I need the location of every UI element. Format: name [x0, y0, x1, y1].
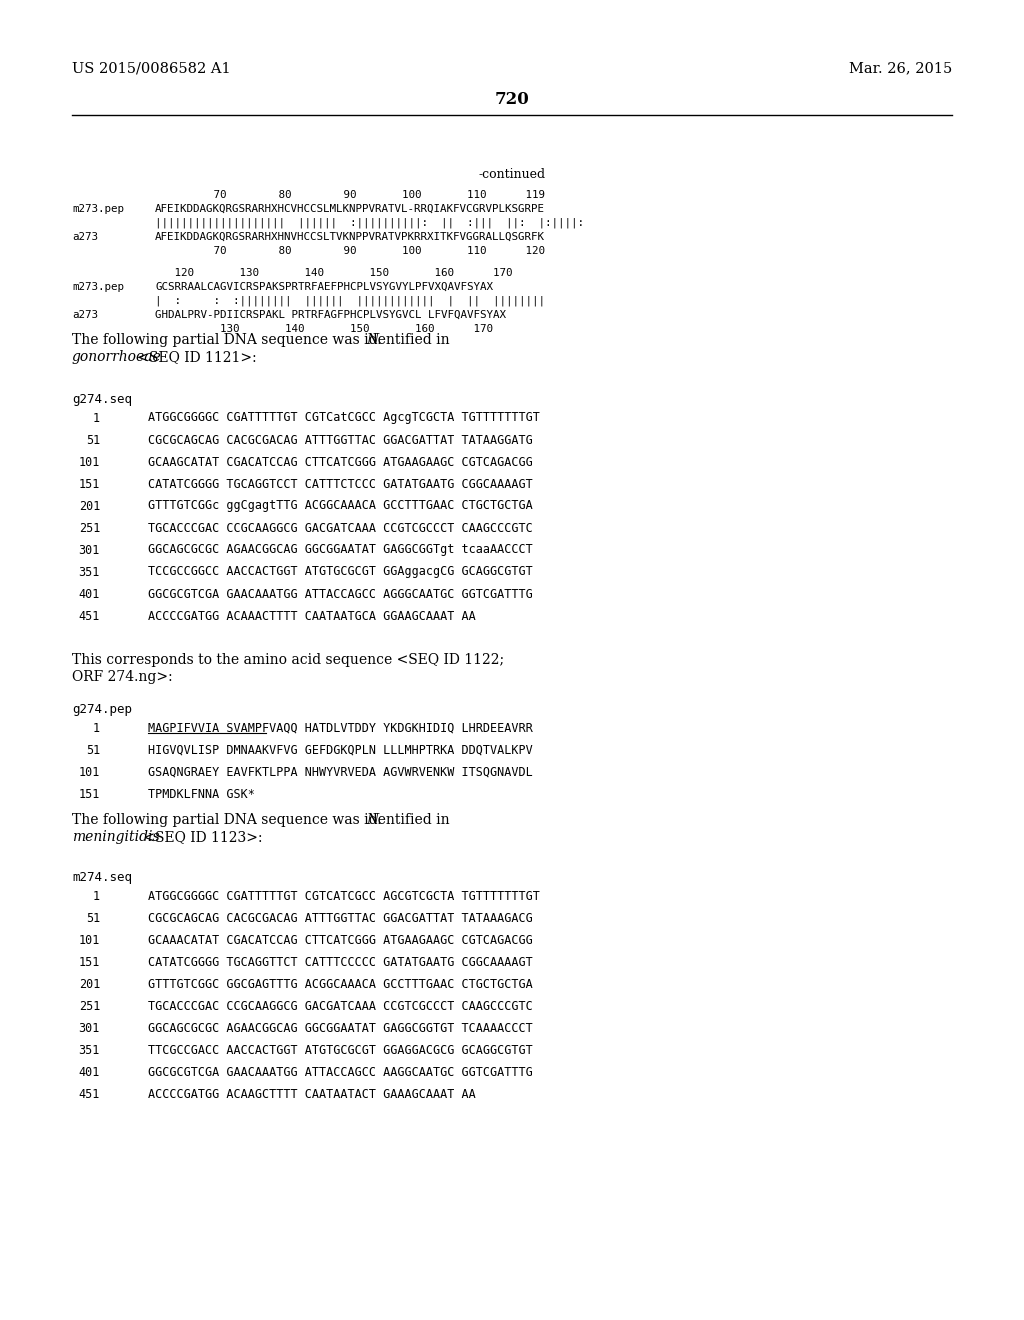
Text: TGCACCCGAC CCGCAAGGCG GACGATCAAA CCGTCGCCCT CAAGCCCGTC: TGCACCCGAC CCGCAAGGCG GACGATCAAA CCGTCGC… [148, 521, 532, 535]
Text: N.: N. [367, 813, 382, 828]
Text: US 2015/0086582 A1: US 2015/0086582 A1 [72, 61, 230, 75]
Text: 201: 201 [79, 499, 100, 512]
Text: g274.pep: g274.pep [72, 704, 132, 717]
Text: GSAQNGRAEY EAVFKTLPPA NHWYVRVEDA AGVWRVENKW ITSQGNAVDL: GSAQNGRAEY EAVFKTLPPA NHWYVRVEDA AGVWRVE… [148, 766, 532, 779]
Text: CATATCGGGG TGCAGGTCCT CATTTCTCCC GATATGAATG CGGCAAAAGT: CATATCGGGG TGCAGGTCCT CATTTCTCCC GATATGA… [148, 478, 532, 491]
Text: GGCAGCGCGC AGAACGGCAG GGCGGAATAT GAGGCGGTgt tcaaAACCCT: GGCAGCGCGC AGAACGGCAG GGCGGAATAT GAGGCGG… [148, 544, 532, 557]
Text: GGCAGCGCGC AGAACGGCAG GGCGGAATAT GAGGCGGTGT TCAAAACCCT: GGCAGCGCGC AGAACGGCAG GGCGGAATAT GAGGCGG… [148, 1022, 532, 1035]
Text: 401: 401 [79, 1065, 100, 1078]
Text: Mar. 26, 2015: Mar. 26, 2015 [849, 61, 952, 75]
Text: 1: 1 [93, 412, 100, 425]
Text: 51: 51 [86, 912, 100, 924]
Text: 70        80        90       100       110      119: 70 80 90 100 110 119 [155, 190, 545, 201]
Text: 151: 151 [79, 956, 100, 969]
Text: 720: 720 [495, 91, 529, 108]
Text: ATGGCGGGGC CGATTTTTGT CGTCatCGCC AgcgTCGCTA TGTTTTTTTGT: ATGGCGGGGC CGATTTTTGT CGTCatCGCC AgcgTCG… [148, 412, 540, 425]
Text: CGCGCAGCAG CACGCGACAG ATTTGGTTAC GGACGATTAT TATAAAGACG: CGCGCAGCAG CACGCGACAG ATTTGGTTAC GGACGAT… [148, 912, 532, 924]
Text: The following partial DNA sequence was identified in: The following partial DNA sequence was i… [72, 813, 454, 828]
Text: 1: 1 [93, 890, 100, 903]
Text: a273: a273 [72, 232, 98, 242]
Text: 101: 101 [79, 455, 100, 469]
Text: 51: 51 [86, 433, 100, 446]
Text: g274.seq: g274.seq [72, 393, 132, 407]
Text: 351: 351 [79, 565, 100, 578]
Text: 351: 351 [79, 1044, 100, 1056]
Text: ||||||||||||||||||||  ||||||  :||||||||||:  ||  :|||  ||:  |:||||:: |||||||||||||||||||| |||||| :||||||||||:… [155, 218, 584, 228]
Text: 301: 301 [79, 544, 100, 557]
Text: ACCCCGATGG ACAAACTTTT CAATAATGCA GGAAGCAAAT AA: ACCCCGATGG ACAAACTTTT CAATAATGCA GGAAGCA… [148, 610, 476, 623]
Text: 101: 101 [79, 766, 100, 779]
Text: 151: 151 [79, 478, 100, 491]
Text: 201: 201 [79, 978, 100, 990]
Text: GGCGCGTCGA GAACAAATGG ATTACCAGCC AAGGCAATGC GGTCGATTTG: GGCGCGTCGA GAACAAATGG ATTACCAGCC AAGGCAA… [148, 1065, 532, 1078]
Text: The following partial DNA sequence was identified in: The following partial DNA sequence was i… [72, 333, 454, 347]
Text: 130       140       150       160      170: 130 140 150 160 170 [155, 323, 493, 334]
Text: |  :     :  :||||||||  ||||||  ||||||||||||  |  ||  ||||||||: | : : :|||||||| |||||| |||||||||||| | ||… [155, 296, 545, 306]
Text: This corresponds to the amino acid sequence <SEQ ID 1122;: This corresponds to the amino acid seque… [72, 653, 504, 667]
Text: CATATCGGGG TGCAGGTTCT CATTTCCCCC GATATGAATG CGGCAAAAGT: CATATCGGGG TGCAGGTTCT CATTTCCCCC GATATGA… [148, 956, 532, 969]
Text: meningitidis: meningitidis [72, 830, 160, 843]
Text: 51: 51 [86, 743, 100, 756]
Text: AFEIKDDAGKQRGSRARHXHNVHCCSLTVKNPPVRATVPKRRXITKFVGGRALLQSGRFK: AFEIKDDAGKQRGSRARHXHNVHCCSLTVKNPPVRATVPK… [155, 232, 545, 242]
Text: MAGPIFVVIA SVAMPFVAQQ HATDLVTDDY YKDGKHIDIQ LHRDEEAVRR: MAGPIFVVIA SVAMPFVAQQ HATDLVTDDY YKDGKHI… [148, 722, 532, 734]
Text: 451: 451 [79, 1088, 100, 1101]
Text: GCAAACATAT CGACATCCAG CTTCATCGGG ATGAAGAAGC CGTCAGACGG: GCAAACATAT CGACATCCAG CTTCATCGGG ATGAAGA… [148, 933, 532, 946]
Text: TPMDKLFNNA GSK*: TPMDKLFNNA GSK* [148, 788, 255, 800]
Text: ATGGCGGGGC CGATTTTTGT CGTCATCGCC AGCGTCGCTA TGTTTTTTTGT: ATGGCGGGGC CGATTTTTGT CGTCATCGCC AGCGTCG… [148, 890, 540, 903]
Text: m273.pep: m273.pep [72, 205, 124, 214]
Text: <SEQ ID 1121>:: <SEQ ID 1121>: [133, 350, 257, 364]
Text: 70        80        90       100       110      120: 70 80 90 100 110 120 [155, 246, 545, 256]
Text: -continued: -continued [478, 169, 546, 181]
Text: 1: 1 [93, 722, 100, 734]
Text: gonorrhoeae: gonorrhoeae [72, 350, 162, 364]
Text: 301: 301 [79, 1022, 100, 1035]
Text: CGCGCAGCAG CACGCGACAG ATTTGGTTAC GGACGATTAT TATAAGGATG: CGCGCAGCAG CACGCGACAG ATTTGGTTAC GGACGAT… [148, 433, 532, 446]
Text: 401: 401 [79, 587, 100, 601]
Text: GCSRRAALCAGVICRSPAKSPRTRFAEFPHCPLVSYGVYLPFVXQAVFSYAX: GCSRRAALCAGVICRSPAKSPRTRFAEFPHCPLVSYGVYL… [155, 282, 493, 292]
Text: GTTTGTCGGc ggCgagtTTG ACGGCAAACA GCCTTTGAAC CTGCTGCTGA: GTTTGTCGGc ggCgagtTTG ACGGCAAACA GCCTTTG… [148, 499, 532, 512]
Text: <SEQ ID 1123>:: <SEQ ID 1123>: [138, 830, 262, 843]
Text: GCAAGCATAT CGACATCCAG CTTCATCGGG ATGAAGAAGC CGTCAGACGG: GCAAGCATAT CGACATCCAG CTTCATCGGG ATGAAGA… [148, 455, 532, 469]
Text: GHDALPRV-PDIICRSPAKL PRTRFAGFPHCPLVSYGVCL LFVFQAVFSYAX: GHDALPRV-PDIICRSPAKL PRTRFAGFPHCPLVSYGVC… [155, 310, 506, 319]
Text: ORF 274.ng>:: ORF 274.ng>: [72, 671, 173, 684]
Text: 151: 151 [79, 788, 100, 800]
Text: HIGVQVLISP DMNAAKVFVG GEFDGKQPLN LLLMHPTRKA DDQTVALKPV: HIGVQVLISP DMNAAKVFVG GEFDGKQPLN LLLMHPT… [148, 743, 532, 756]
Text: m274.seq: m274.seq [72, 871, 132, 884]
Text: ACCCCGATGG ACAAGCTTTT CAATAATACT GAAAGCAAAT AA: ACCCCGATGG ACAAGCTTTT CAATAATACT GAAAGCA… [148, 1088, 476, 1101]
Text: TTCGCCGACC AACCACTGGT ATGTGCGCGT GGAGGACGCG GCAGGCGTGT: TTCGCCGACC AACCACTGGT ATGTGCGCGT GGAGGAC… [148, 1044, 532, 1056]
Text: N.: N. [367, 333, 382, 347]
Text: TCCGCCGGCC AACCACTGGT ATGTGCGCGT GGAggacgCG GCAGGCGTGT: TCCGCCGGCC AACCACTGGT ATGTGCGCGT GGAggac… [148, 565, 532, 578]
Text: GGCGCGTCGA GAACAAATGG ATTACCAGCC AGGGCAATGC GGTCGATTTG: GGCGCGTCGA GAACAAATGG ATTACCAGCC AGGGCAA… [148, 587, 532, 601]
Text: 251: 251 [79, 999, 100, 1012]
Text: 251: 251 [79, 521, 100, 535]
Text: TGCACCCGAC CCGCAAGGCG GACGATCAAA CCGTCGCCCT CAAGCCCGTC: TGCACCCGAC CCGCAAGGCG GACGATCAAA CCGTCGC… [148, 999, 532, 1012]
Text: 101: 101 [79, 933, 100, 946]
Text: m273.pep: m273.pep [72, 282, 124, 292]
Text: AFEIKDDAGKQRGSRARHXHCVHCCSLMLKNPPVRATVL-RRQIAKFVCGRVPLKSGRPE: AFEIKDDAGKQRGSRARHXHCVHCCSLMLKNPPVRATVL-… [155, 205, 545, 214]
Text: 120       130       140       150       160      170: 120 130 140 150 160 170 [155, 268, 512, 279]
Text: a273: a273 [72, 310, 98, 319]
Text: 451: 451 [79, 610, 100, 623]
Text: GTTTGTCGGC GGCGAGTTTG ACGGCAAACA GCCTTTGAAC CTGCTGCTGA: GTTTGTCGGC GGCGAGTTTG ACGGCAAACA GCCTTTG… [148, 978, 532, 990]
